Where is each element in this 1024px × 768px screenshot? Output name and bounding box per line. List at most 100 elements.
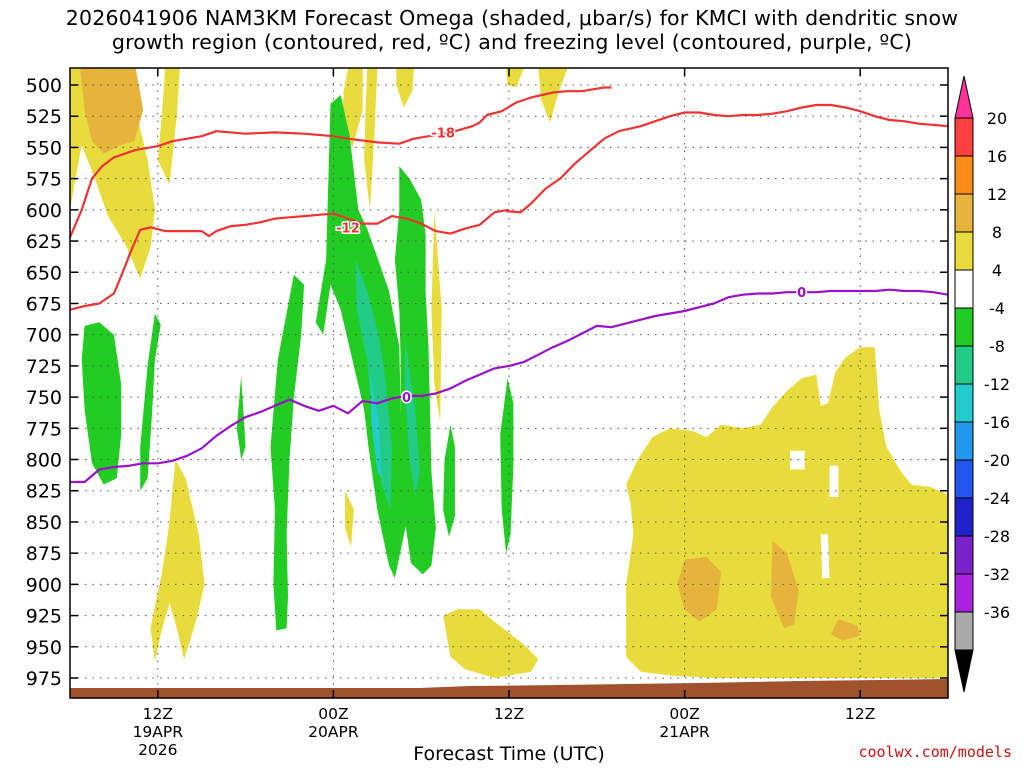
omega-region-7: [150, 459, 205, 662]
y-axis-ticks: 500 525 550 575 600 625 650 675 700 725 750 775 800 8…: [26, 75, 948, 690]
chart-title-line2: growth region (contoured, red, ºC) and f…: [111, 30, 913, 54]
contour-labels: -18 -12 0 0: [335, 125, 808, 408]
omega-region-15: [830, 619, 861, 641]
omega-region-26: [500, 378, 514, 554]
ground-fill: [70, 679, 948, 698]
y-tick-label: 575: [26, 169, 62, 191]
colorbar-top-arrow: [954, 75, 974, 119]
y-tick-label: 850: [26, 512, 62, 534]
omega-region-17: [820, 534, 830, 579]
x-tick-label: 12Z: [143, 705, 173, 723]
x-tick-label: 20APR: [308, 723, 359, 741]
colorbar-bottom-arrow: [954, 649, 974, 693]
x-tick-label: 00Z: [669, 705, 699, 723]
colorbar-box: [954, 459, 974, 499]
y-tick-label: 725: [26, 356, 62, 378]
omega-region-16: [790, 450, 805, 470]
colorbar-box: [954, 611, 974, 651]
colorbar-box: [954, 497, 974, 537]
colorbar-box: [954, 383, 974, 423]
omega-region-23: [315, 95, 407, 579]
omega-region-6: [538, 68, 568, 123]
colorbar-box: [954, 421, 974, 461]
x-tick-label: 2026: [138, 741, 177, 759]
contour-label: -18: [431, 126, 455, 141]
y-tick-label: 675: [26, 293, 62, 315]
omega-region-29: [370, 372, 382, 479]
colorbar-label: 4: [992, 261, 1002, 280]
colorbar-box: [954, 117, 974, 157]
omega-region-22: [270, 274, 305, 631]
y-tick-label: 975: [26, 668, 62, 690]
colorbar-box: [954, 155, 974, 195]
y-tick-label: 925: [26, 606, 62, 628]
y-tick-label: 750: [26, 387, 62, 409]
omega-region-14: [770, 540, 799, 629]
contour-line-0: [70, 86, 612, 238]
y-tick-label: 700: [26, 325, 62, 347]
ground-terrain: [70, 679, 948, 698]
omega-region-20: [140, 313, 161, 491]
colorbar-label: -24: [984, 489, 1010, 508]
omega-region-12: [80, 68, 144, 154]
x-tick-label: 21APR: [659, 723, 710, 741]
colorbar-box: [954, 193, 974, 233]
contour-label: 0: [797, 286, 806, 301]
omega-region-18: [829, 465, 839, 497]
colorbar-label: -20: [984, 451, 1010, 470]
y-tick-label: 525: [26, 106, 62, 128]
y-tick-label: 625: [26, 231, 62, 253]
omega-region-13: [677, 556, 722, 622]
y-tick-label: 800: [26, 450, 62, 472]
chart-title: 2026041906 NAM3KM Forecast Omega (shaded…: [0, 6, 1024, 54]
omega-region-19: [81, 322, 122, 485]
colorbar-label: -4: [989, 299, 1005, 318]
colorbar-box: [954, 231, 974, 271]
contour-label: -12: [336, 221, 360, 236]
omega-region-21: [236, 375, 246, 460]
omega-region-11: [626, 347, 948, 678]
omega-region-3: [364, 68, 378, 210]
y-tick-label: 900: [26, 574, 62, 596]
contour-label: 0: [402, 391, 411, 406]
colorbar-label: 12: [987, 185, 1007, 204]
y-tick-label: 600: [26, 200, 62, 222]
contour-line-3: [70, 288, 948, 484]
x-tick-label: 12Z: [845, 705, 875, 723]
omega-region-9: [431, 209, 442, 423]
colorbar-label: -36: [984, 603, 1010, 622]
x-tick-label: 12Z: [494, 705, 524, 723]
colorbar-label: -12: [984, 375, 1010, 394]
y-tick-label: 550: [26, 137, 62, 159]
colorbar-label: -8: [989, 337, 1005, 356]
colorbar-box: [954, 535, 974, 575]
colorbar-box: [954, 307, 974, 347]
omega-region-1: [157, 68, 180, 185]
colorbar-label: -16: [984, 413, 1010, 432]
omega-region-5: [506, 68, 524, 88]
omega-region-8: [345, 490, 354, 547]
omega-region-4: [396, 68, 414, 108]
colorbar-box: [954, 345, 974, 385]
colorbar-box: [954, 573, 974, 613]
colorbar-label: 16: [987, 147, 1007, 166]
contour-line-1: [506, 103, 948, 214]
site-credit: coolwx.com/models: [858, 743, 1012, 761]
colorbar-label: -28: [984, 527, 1010, 546]
contour-line-2: [70, 208, 510, 311]
x-tick-label: 00Z: [318, 705, 348, 723]
omega-region-27: [355, 259, 392, 510]
y-tick-label: 875: [26, 543, 62, 565]
y-tick-label: 650: [26, 262, 62, 284]
colorbar-label: -32: [984, 565, 1010, 584]
x-tick-label: 19APR: [133, 723, 184, 741]
y-tick-label: 775: [26, 418, 62, 440]
contour-lines: [70, 86, 948, 484]
y-tick-label: 825: [26, 481, 62, 503]
chart-title-line1: 2026041906 NAM3KM Forecast Omega (shaded…: [65, 6, 959, 30]
y-tick-label: 500: [26, 75, 62, 97]
colorbar-box: [954, 269, 974, 309]
omega-region-28: [405, 340, 420, 497]
